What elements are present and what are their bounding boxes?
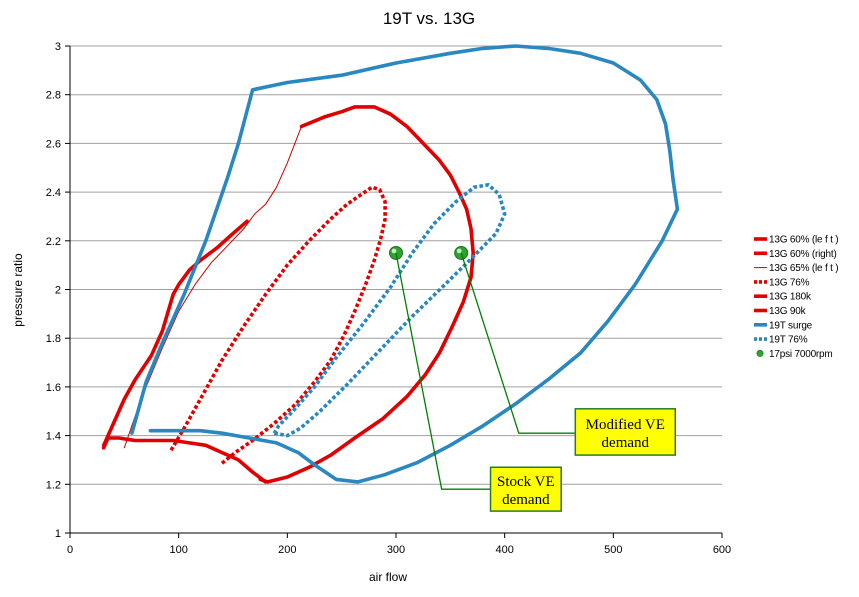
legend-label: 13G 180k [769,292,812,303]
series-line [106,436,268,484]
legend-label: 13G 60% (le f t ) [769,235,838,246]
annotations: Modified VE demand Stock VE demand [395,252,677,512]
legend-entry: 17psi 7000rpm [756,349,833,360]
series-line [272,183,507,438]
legend-entry: 13G 60% (le f t ) [754,235,839,246]
x-tick-label: 500 [604,544,622,556]
chart-title: 19T vs. 13G [383,9,475,28]
annotation-text: demand [602,435,650,451]
y-tick-label: 2.6 [46,138,61,150]
legend-entry: 19T 76% [754,335,808,346]
series-line [169,185,387,467]
legend-label: 17psi 7000rpm [769,349,833,360]
series-layer [101,44,680,484]
y-tick-label: 3 [55,41,61,53]
legend-swatch [756,349,764,357]
x-tick-label: 300 [387,544,405,556]
data-point-highlight [456,248,462,254]
y-tick-label: 1.4 [46,431,61,443]
y-tick-label: 2.8 [46,90,61,102]
annotation-text: demand [502,492,550,508]
series-line [101,219,249,448]
y-tick-label: 1.8 [46,333,61,345]
annotation-box [489,466,562,512]
legend-entry: 13G 65% (le f t ) [754,263,839,274]
y-tick-label: 1 [55,528,61,540]
x-tick-label: 400 [495,544,513,556]
legend-label: 13G 60% (right) [769,249,837,260]
legend-entry: 19T surge [754,320,813,331]
series-line [123,125,302,449]
legend-label: 13G 65% (le f t ) [769,263,838,274]
x-tick-label: 0 [67,544,73,556]
legend-entry: 13G 60% (right) [754,249,837,260]
x-tick-label: 100 [169,544,187,556]
series-line [258,105,475,484]
annotation-leader-line [395,252,491,490]
y-tick-label: 2 [55,285,61,297]
annotation-box [574,408,677,456]
annotation-text: Stock VE [497,474,555,490]
x-tick-label: 200 [278,544,296,556]
annotation-text: Modified VE [586,417,665,433]
legend: 13G 60% (le f t ) 13G 60% (right) 13G 65% … [754,235,839,360]
series-line [130,44,680,484]
x-axis-title: air flow [369,570,407,584]
y-tick-label: 2.2 [46,236,61,248]
legend-label: 13G 90k [769,306,807,317]
y-axis-title: pressure ratio [11,253,25,327]
gridlines [70,45,722,534]
series-line [101,436,110,450]
data-point-highlight [391,248,397,254]
axes: 1 1.2 1.4 1.6 1.8 2 2.2 2.4 2.6 2.8 3 0 100 200 300 400… [46,41,731,556]
legend-label: 13G 76% [769,277,810,288]
annotation-leader-line [460,252,576,434]
legend-entry: 13G 76% [754,277,810,288]
y-tick-label: 2.4 [46,187,61,199]
legend-label: 19T surge [769,320,813,331]
x-tick-label: 600 [713,544,731,556]
legend-entry: 13G 90k [754,306,807,317]
y-tick-label: 1.2 [46,479,61,491]
legend-entry: 13G 180k [754,292,812,303]
y-tick-label: 1.6 [46,382,61,394]
legend-label: 19T 76% [769,335,808,346]
